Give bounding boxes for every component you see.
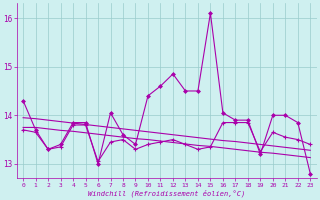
X-axis label: Windchill (Refroidissement éolien,°C): Windchill (Refroidissement éolien,°C) [88,189,245,197]
